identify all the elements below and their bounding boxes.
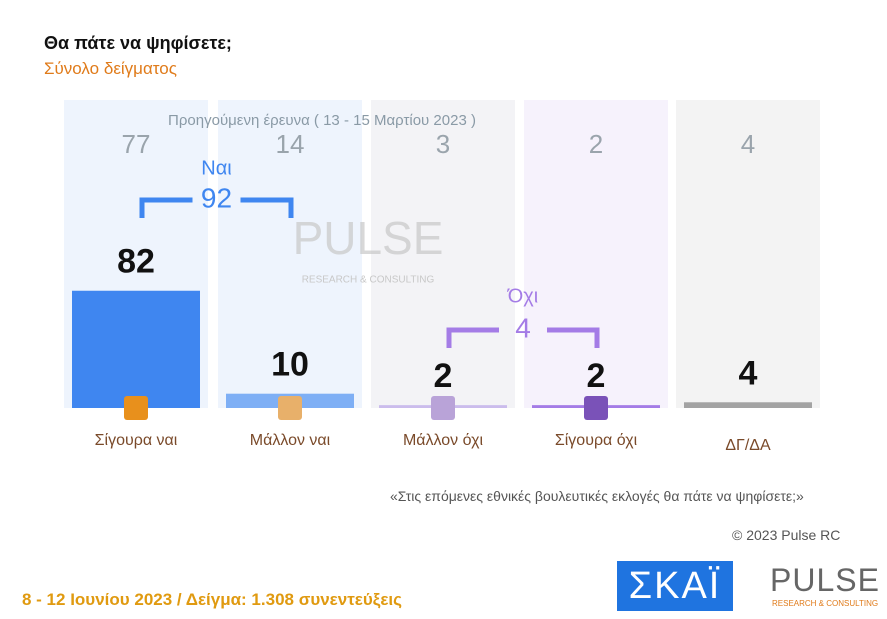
bar [72, 290, 200, 408]
previous-value: 2 [589, 129, 603, 159]
channel-logo: ΣΚΑΪ [617, 561, 733, 611]
value-label: 82 [117, 243, 155, 281]
title: Θα πάτε να ψηφίσετε; [44, 33, 232, 53]
group-label: Όχι [507, 285, 538, 307]
question: «Στις επόμενες εθνικές βουλευτικές εκλογ… [390, 488, 804, 504]
pulse-logo-sub: RESEARCH & CONSULTING [772, 599, 879, 608]
group-value: 92 [201, 182, 232, 213]
category-label: Μάλλον ναι [249, 432, 331, 449]
previous-value: 14 [276, 129, 305, 159]
value-label: 4 [739, 354, 758, 392]
group-value: 4 [515, 312, 531, 343]
copyright: © 2023 Pulse RC [732, 527, 841, 543]
watermark: PULSE [293, 212, 444, 264]
previous-value: 77 [122, 129, 151, 159]
previous-label: Προηγούμενη έρευνα ( 13 - 15 Μαρτίου 202… [168, 112, 476, 129]
icon [584, 396, 608, 420]
bracket [139, 197, 294, 218]
category-label: ΔΓ/ΔΑ [725, 437, 771, 454]
value-label: 10 [271, 346, 309, 384]
icon [431, 396, 455, 420]
watermark-sub: RESEARCH & CONSULTING [302, 275, 435, 286]
bar [684, 402, 812, 408]
bracket [446, 327, 600, 348]
footer: 8 - 12 Ιουνίου 2023 / Δείγμα: 1.308 συνε… [22, 590, 402, 609]
icon [124, 396, 148, 420]
previous-value: 4 [741, 129, 755, 159]
group-label: Ναι [201, 157, 231, 179]
category-label: Σίγουρα όχι [554, 432, 638, 449]
category-label: Σίγουρα ναι [94, 432, 178, 449]
column-background [218, 100, 362, 408]
category-label: Μάλλον όχι [402, 432, 484, 449]
subtitle: Σύνολο δείγματος [44, 59, 177, 78]
column-background [371, 100, 515, 408]
icon [278, 396, 302, 420]
column-background [524, 100, 668, 408]
value-label: 2 [434, 357, 453, 395]
previous-value: 3 [436, 129, 450, 159]
column-background [676, 100, 820, 408]
pulse-logo: PULSE [770, 562, 880, 598]
value-label: 2 [587, 357, 606, 395]
